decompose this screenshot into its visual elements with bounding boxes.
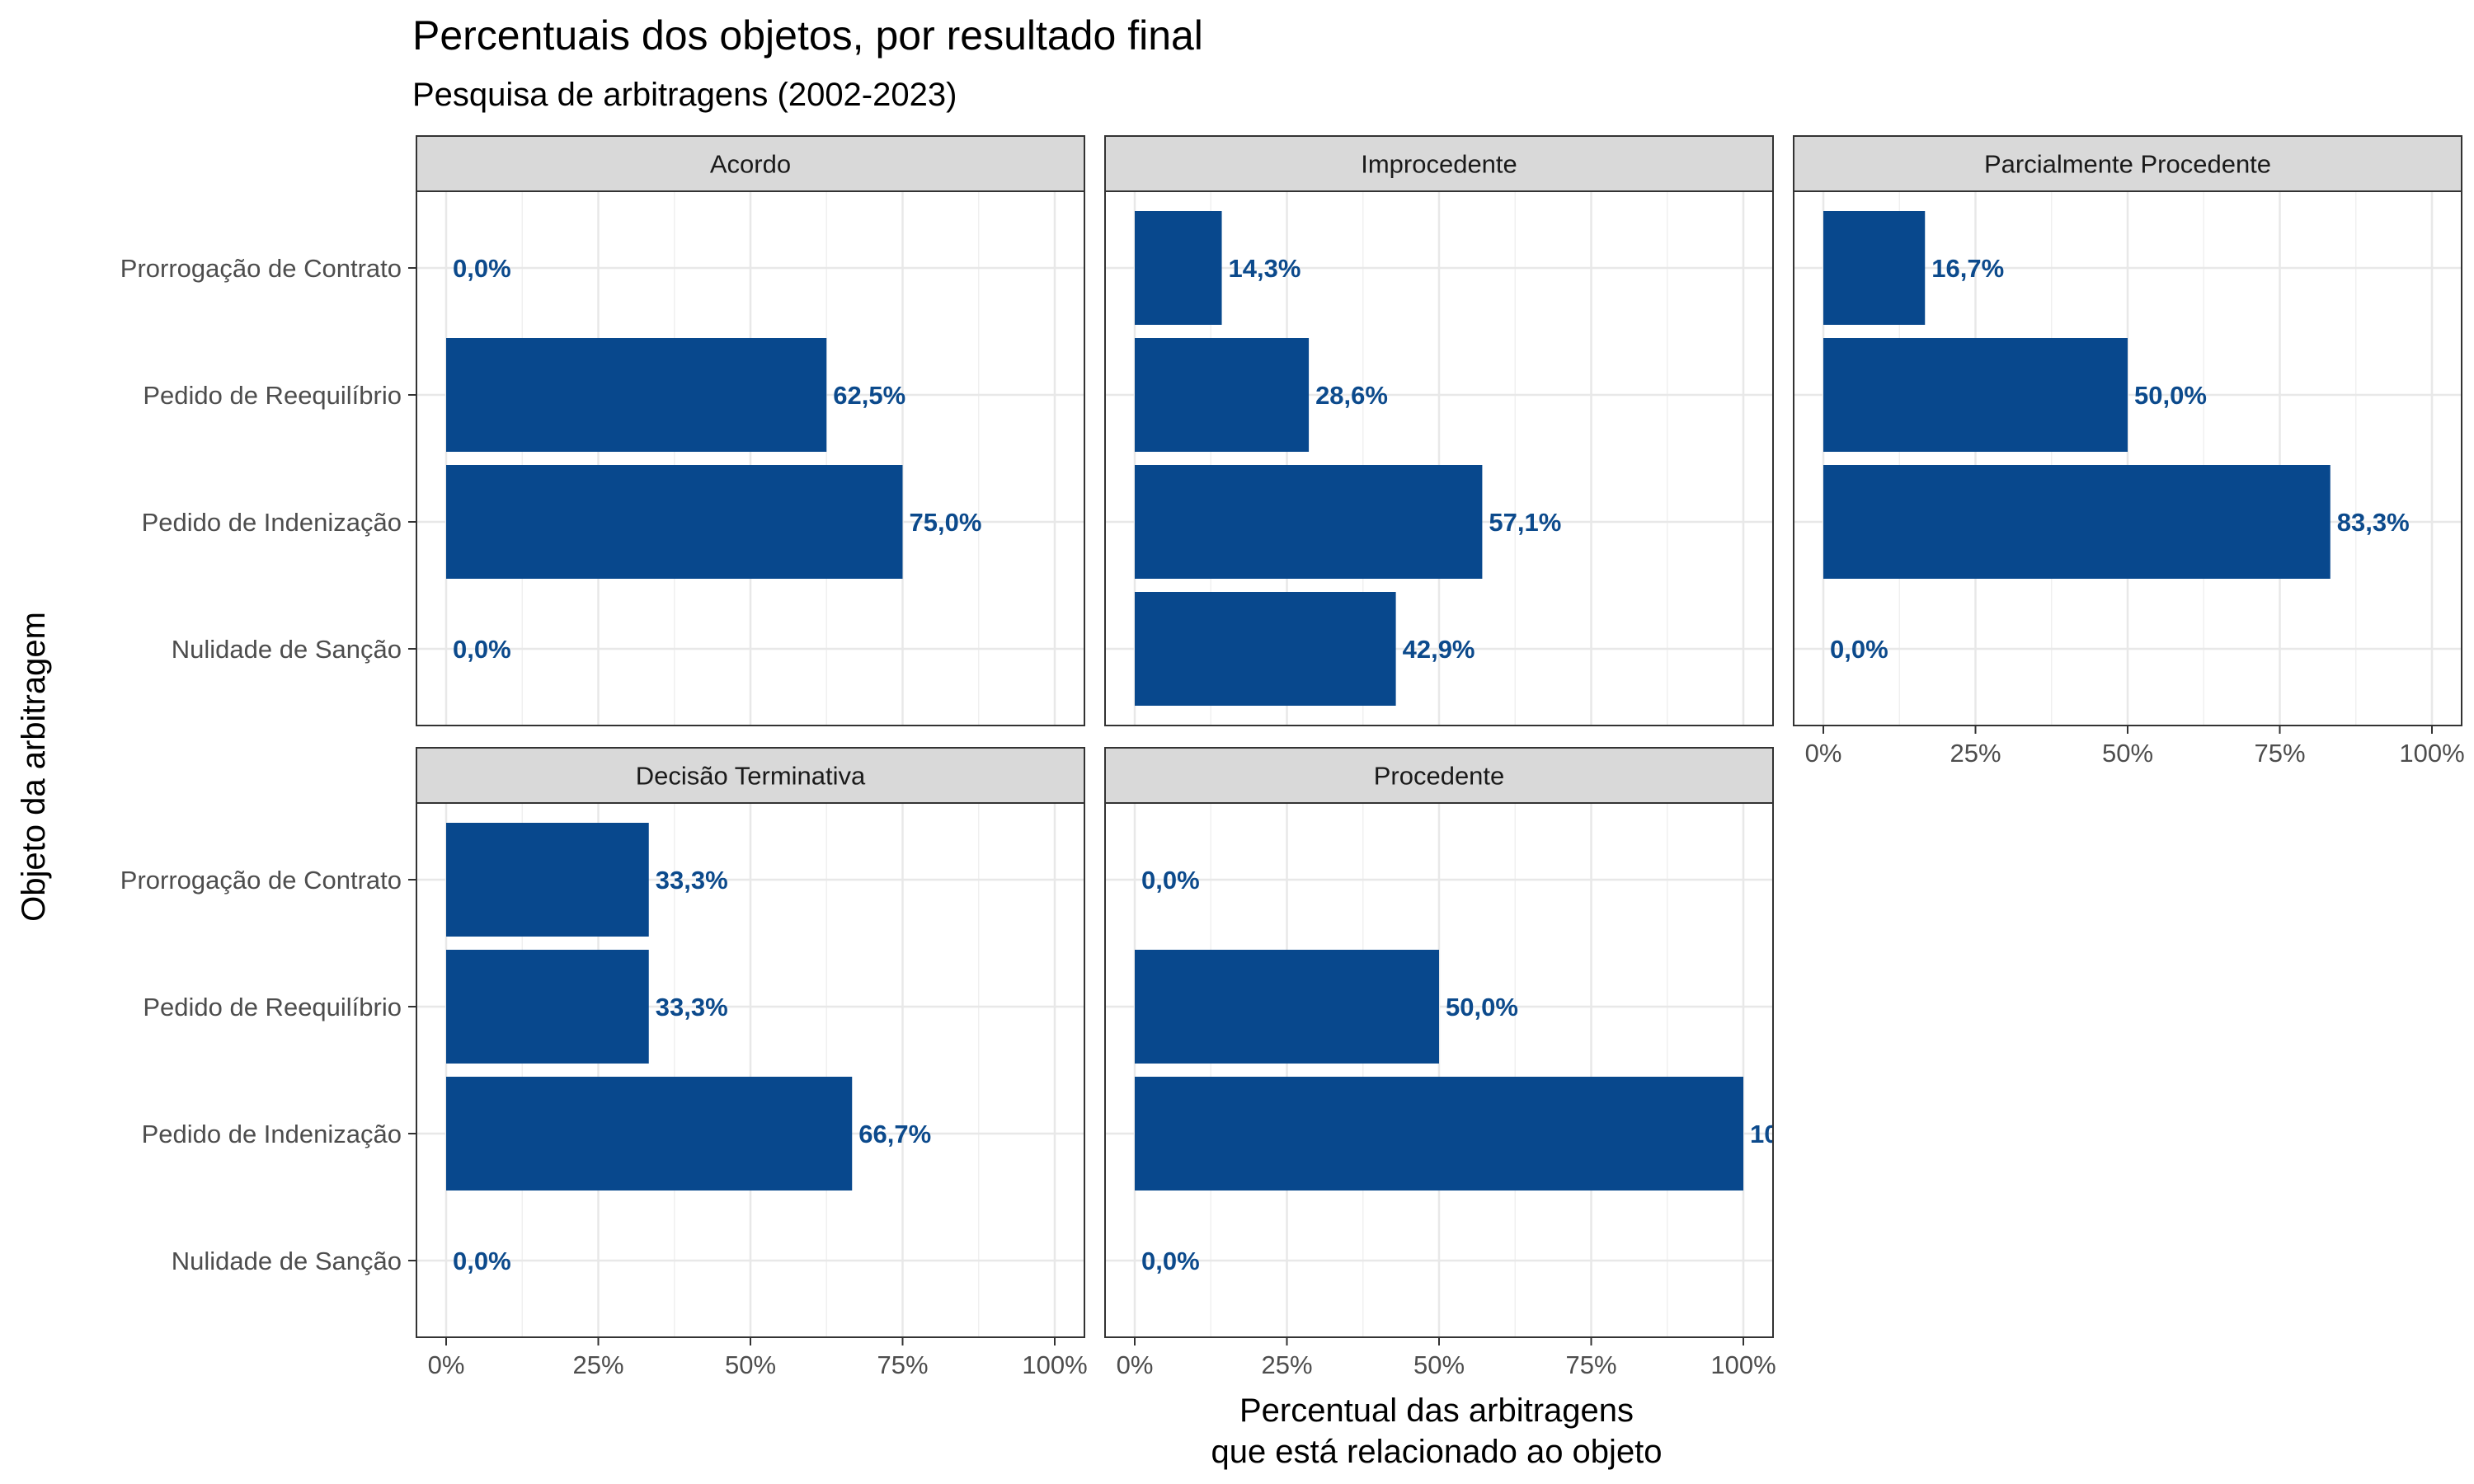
panel-border	[416, 190, 1085, 726]
y-tick-label: Nulidade de Sanção	[172, 1247, 402, 1275]
x-tick-label: 75%	[2254, 739, 2305, 768]
bar-value-label: 0,0%	[1141, 1247, 1200, 1275]
chart-subtitle: Pesquisa de arbitragens (2002-2023)	[412, 77, 957, 113]
bar-value-label: 0,0%	[1830, 635, 1888, 664]
facet-strip-label: Acordo	[710, 150, 791, 179]
bar	[446, 1077, 853, 1190]
bar-value-label: 83,3%	[2337, 508, 2410, 537]
bar-value-label: 66,7%	[858, 1120, 931, 1148]
bar-value-label: 0,0%	[1141, 866, 1200, 895]
x-tick-label: 0%	[1117, 1350, 1154, 1379]
x-tick-label: 0%	[428, 1350, 465, 1379]
facet-strip-label: Procedente	[1374, 762, 1505, 791]
x-tick-label: 25%	[572, 1350, 623, 1379]
y-tick-label: Pedido de Reequilíbrio	[143, 993, 402, 1021]
bar-value-label: 16,7%	[1931, 254, 2004, 283]
facet-panel: Decisão Terminativa 33,3% 33,3% 66,7% 0,0% Pr…	[120, 747, 1088, 1379]
facet-strip	[1104, 135, 1774, 192]
x-axis-title-line2: que está relacionado ao objeto	[1211, 1434, 1662, 1470]
bar	[1823, 338, 2128, 452]
bar-value-label: 57,1%	[1489, 508, 1561, 537]
bar	[1135, 338, 1310, 452]
bar-value-label: 28,6%	[1315, 381, 1388, 410]
bar-value-label: 33,3%	[656, 993, 728, 1021]
x-tick-label: 25%	[1261, 1350, 1312, 1379]
x-axis-title-line1: Percentual das arbitragens	[1239, 1392, 1634, 1429]
x-tick-label: 50%	[725, 1350, 776, 1379]
facet-strip-label: Improcedente	[1361, 150, 1517, 179]
y-axis-title: Objeto da arbitragem	[16, 612, 52, 922]
bar-value-label: 0,0%	[453, 1247, 511, 1275]
x-tick-label: 100%	[1710, 1350, 1776, 1379]
bar	[1135, 1077, 1743, 1190]
bar-value-label: 100,0%	[1750, 1120, 1837, 1148]
y-tick-label: Pedido de Reequilíbrio	[143, 381, 402, 410]
bar	[446, 465, 903, 579]
x-tick-label: 25%	[1950, 739, 2001, 768]
bar	[1135, 465, 1483, 579]
bar	[1135, 592, 1396, 706]
x-tick-label: 75%	[877, 1350, 928, 1379]
bar	[446, 823, 649, 937]
x-tick-label: 75%	[1565, 1350, 1616, 1379]
facet-panel: Parcialmente Procedente 16,7% 50,0% 83,3% 0,…	[1793, 135, 2465, 768]
x-tick-label: 50%	[2102, 739, 2153, 768]
bar	[446, 338, 827, 452]
bar	[446, 950, 649, 1064]
x-tick-label: 100%	[2399, 739, 2464, 768]
chart-title: Percentuais dos objetos, por resultado f…	[412, 12, 1203, 59]
facet-strip-label: Decisão Terminativa	[636, 762, 866, 791]
bar-value-label: 50,0%	[1446, 993, 1518, 1021]
x-tick-label: 0%	[1805, 739, 1842, 768]
x-tick-label: 100%	[1022, 1350, 1087, 1379]
bar-value-label: 62,5%	[833, 381, 905, 410]
y-tick-label: Pedido de Indenização	[142, 508, 402, 537]
facet-panel: Procedente 0,0% 50,0% 100,0% 0,0% 0% 25% 50% 75%…	[1104, 747, 1837, 1379]
bar-value-label: 50,0%	[2134, 381, 2207, 410]
y-tick-label: Nulidade de Sanção	[172, 635, 402, 664]
facet-panel: Acordo 0,0% 62,5% 75,0% 0,0% Prorrogação de C…	[120, 135, 1085, 726]
panel-border	[1104, 190, 1774, 726]
bar-value-label: 75,0%	[910, 508, 982, 537]
bar	[1135, 211, 1222, 325]
y-tick-label: Prorrogação de Contrato	[120, 866, 402, 895]
x-tick-label: 50%	[1413, 1350, 1465, 1379]
bar-value-label: 33,3%	[656, 866, 728, 895]
bar-value-label: 0,0%	[453, 635, 511, 664]
bar-value-label: 0,0%	[453, 254, 511, 283]
y-tick-label: Pedido de Indenização	[142, 1120, 402, 1148]
y-tick-label: Prorrogação de Contrato	[120, 254, 402, 283]
bar-value-label: 42,9%	[1403, 635, 1475, 664]
panels: Acordo 0,0% 62,5% 75,0% 0,0% Prorrogação de C…	[120, 135, 2465, 1379]
facet-strip	[416, 747, 1085, 804]
facet-strip	[416, 135, 1085, 192]
bar	[1823, 211, 1926, 325]
facet-strip	[1104, 747, 1774, 804]
facet-strip-label: Parcialmente Procedente	[1984, 150, 2271, 179]
bar	[1823, 465, 2331, 579]
facet-panel: Improcedente 14,3% 28,6% 57,1% 42,9%	[1104, 135, 1774, 726]
bar-value-label: 14,3%	[1229, 254, 1301, 283]
bar	[1135, 950, 1439, 1064]
facet-strip	[1793, 135, 2462, 192]
